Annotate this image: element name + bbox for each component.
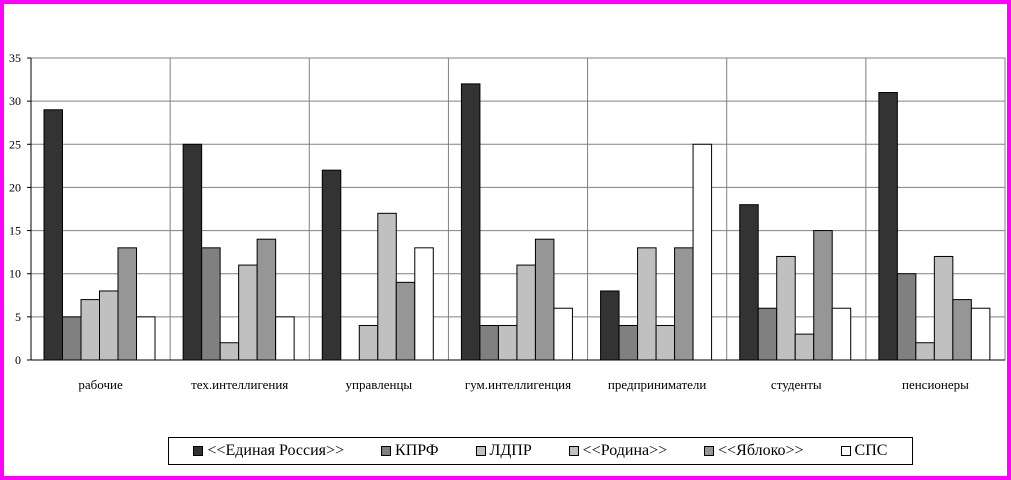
- y-tick-label: 35: [9, 51, 21, 65]
- x-tick-label: тех.интеллигения: [191, 377, 288, 392]
- bar: [637, 247, 657, 361]
- x-tick-label: управленцы: [346, 377, 413, 392]
- legend-label: <<Единая Россия>>: [207, 442, 345, 459]
- bar: [831, 307, 852, 361]
- bar: [219, 342, 240, 361]
- x-tick-label: рабочие: [78, 377, 123, 392]
- bar: [43, 109, 63, 361]
- bar: [618, 324, 639, 361]
- y-tick-label: 30: [9, 94, 21, 108]
- legend-item: ЛДПР: [475, 442, 532, 460]
- bar: [479, 324, 499, 361]
- bar: [321, 169, 342, 361]
- bar: [516, 264, 536, 361]
- legend-item: КПРФ: [381, 442, 439, 460]
- bar-chart: 0 5 10 15 20 25 30 35 рабочие тех.интеллигения упр…: [9, 51, 1006, 392]
- bar: [553, 307, 573, 361]
- y-tick-label: 5: [15, 310, 21, 324]
- bar: [80, 299, 100, 361]
- bar: [970, 307, 991, 361]
- bar: [460, 83, 481, 361]
- legend-label: СПС: [854, 442, 888, 459]
- legend-label: ЛДПР: [489, 442, 532, 459]
- bar: [275, 316, 295, 361]
- y-tick-label: 15: [9, 224, 21, 238]
- x-tick-label: предприниматели: [608, 377, 707, 392]
- bar: [739, 204, 759, 361]
- bar: [794, 333, 815, 361]
- legend-item: <<Яблоко>>: [704, 442, 804, 460]
- x-tick-label: пенсионеры: [902, 377, 969, 392]
- bar: [952, 299, 972, 361]
- bar: [878, 92, 898, 361]
- bar: [256, 238, 277, 361]
- bar: [757, 307, 778, 361]
- bar: [674, 247, 694, 361]
- legend-label: <<Родина>>: [582, 442, 668, 459]
- y-tick-label: 20: [9, 180, 21, 194]
- legend-swatch: [475, 446, 486, 456]
- x-tick-label: гум.интеллигенция: [465, 377, 571, 392]
- bar: [136, 316, 156, 361]
- bar: [776, 255, 796, 361]
- bar: [813, 230, 833, 361]
- bar: [600, 290, 620, 361]
- bar: [933, 255, 954, 361]
- legend-swatch: [704, 446, 715, 456]
- legend-label: <<Яблоко>>: [718, 442, 804, 459]
- legend-swatch: [381, 446, 392, 456]
- bar: [182, 143, 203, 361]
- bar: [358, 324, 379, 361]
- bar: [692, 143, 713, 361]
- bar: [534, 238, 555, 361]
- bar: [62, 316, 82, 361]
- bar: [117, 247, 137, 361]
- legend-swatch: [840, 446, 851, 456]
- bar: [915, 342, 935, 361]
- legend-swatch: [568, 446, 579, 456]
- bar: [395, 281, 416, 361]
- bar: [497, 324, 518, 361]
- legend-item: <<Родина>>: [568, 442, 668, 460]
- x-tick-label: студенты: [771, 377, 822, 392]
- legend-label: КПРФ: [395, 442, 439, 459]
- bar: [414, 247, 434, 361]
- y-tick-label: 0: [15, 353, 21, 367]
- legend-item: <<Единая Россия>>: [193, 442, 344, 460]
- legend-item: СПС: [840, 442, 888, 460]
- y-tick-label: 10: [9, 267, 21, 281]
- bar: [99, 290, 119, 361]
- y-tick-label: 25: [9, 137, 21, 151]
- bar: [201, 247, 221, 361]
- bar: [377, 212, 397, 361]
- bar: [655, 324, 676, 361]
- chart-legend: <<Единая Россия>> КПРФ ЛДПР <<Родина>> <<Ябл…: [168, 437, 913, 465]
- bar: [238, 264, 258, 361]
- bar: [896, 273, 917, 361]
- legend-swatch: [193, 446, 204, 456]
